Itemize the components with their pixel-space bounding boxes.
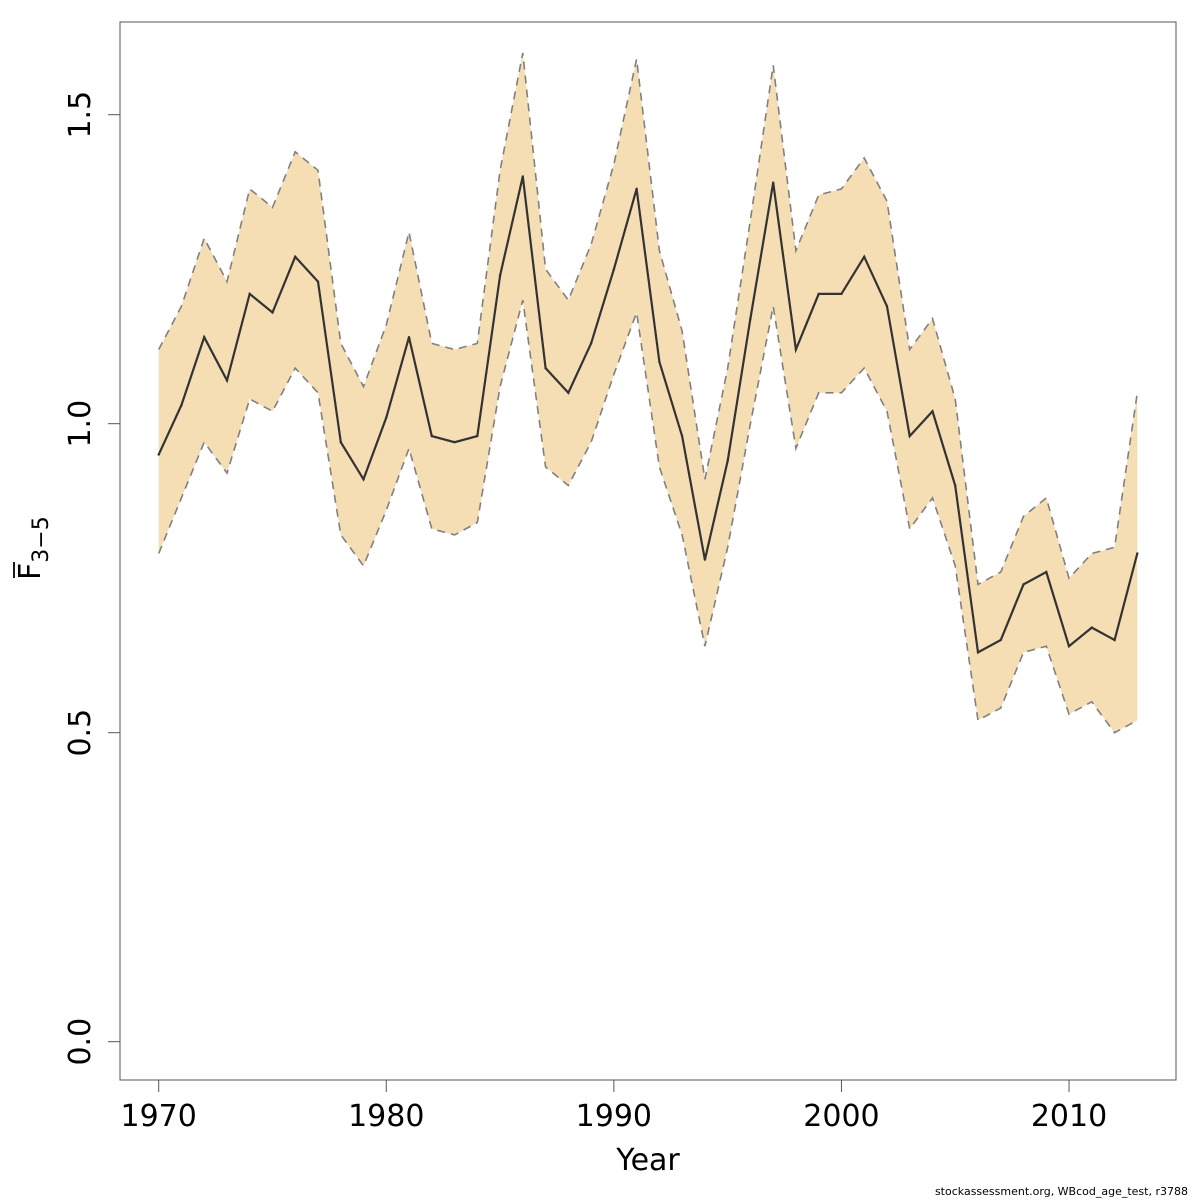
- data-point: [680, 434, 684, 438]
- data-point: [999, 638, 1002, 642]
- data-point: [294, 255, 297, 259]
- y-axis-title: F3−5: [13, 516, 54, 580]
- data-point: [203, 335, 206, 339]
- data-point: [612, 267, 616, 271]
- data-point: [794, 348, 798, 351]
- x-tick-label: 2000: [803, 1099, 879, 1134]
- estimate-line: [157, 176, 1139, 655]
- x-tick-label: 1980: [348, 1099, 424, 1134]
- data-point: [840, 292, 843, 296]
- data-point: [385, 416, 388, 419]
- data-point: [771, 181, 775, 184]
- x-axis-title: Year: [615, 1143, 680, 1178]
- x-tick-label: 1970: [121, 1099, 197, 1134]
- data-point: [453, 441, 456, 444]
- data-point: [635, 187, 638, 191]
- x-axis: 1970 1980 1990 2000 2010: [121, 1079, 1107, 1134]
- data-point: [976, 651, 980, 654]
- data-point: [407, 335, 411, 339]
- data-point: [1113, 638, 1116, 642]
- data-point: [908, 434, 911, 438]
- data-point: [1136, 552, 1139, 555]
- svg-text:F3−5: F3−5: [13, 516, 54, 580]
- data-point: [271, 311, 274, 314]
- data-point: [248, 292, 251, 296]
- data-point: [885, 305, 889, 308]
- confidence-band: [158, 52, 1138, 733]
- x-tick-label: 2010: [1031, 1099, 1107, 1134]
- y-tick-label: 0.5: [63, 709, 98, 757]
- data-point: [544, 366, 547, 370]
- data-point: [749, 317, 752, 320]
- data-point: [225, 379, 229, 382]
- data-point: [1022, 583, 1025, 586]
- data-point: [1045, 570, 1048, 574]
- data-point: [567, 391, 570, 394]
- data-point: [316, 280, 320, 283]
- y-axis-title-main: F: [13, 563, 48, 580]
- data-point: [430, 434, 433, 438]
- data-point: [863, 255, 866, 259]
- lower-bound-line: [157, 299, 1138, 734]
- data-point: [1090, 626, 1093, 629]
- data-point: [658, 360, 661, 364]
- x-tick-label: 1990: [576, 1099, 652, 1134]
- data-point: [476, 434, 479, 438]
- data-point: [1067, 644, 1071, 648]
- data-point: [498, 274, 502, 277]
- y-tick-label: 1.5: [63, 91, 98, 139]
- data-point: [931, 410, 934, 413]
- data-point: [726, 459, 729, 462]
- data-point: [521, 175, 525, 178]
- footer-caption: stockassessment.org, WBcod_age_test, r37…: [934, 1185, 1188, 1198]
- data-point: [817, 292, 820, 296]
- data-point: [180, 403, 183, 407]
- y-tick-label: 1.0: [63, 400, 98, 448]
- upper-bound-line: [157, 52, 1139, 586]
- data-point: [589, 342, 593, 345]
- y-axis-title-sub: 3−5: [29, 516, 54, 562]
- data-point: [954, 484, 957, 487]
- y-tick-label: 0.0: [63, 1018, 98, 1066]
- data-point: [703, 558, 707, 561]
- data-point: [339, 441, 342, 444]
- data-point: [157, 453, 160, 456]
- data-point: [362, 478, 365, 481]
- y-axis: 0.0 0.5 1.0 1.5: [63, 91, 121, 1066]
